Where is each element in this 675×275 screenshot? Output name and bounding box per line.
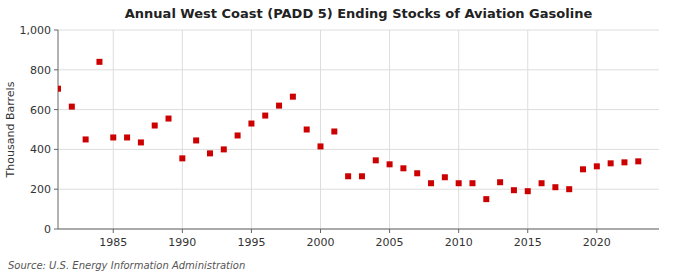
grid-line bbox=[58, 69, 659, 70]
point bbox=[124, 134, 130, 140]
tick-label: 1990 bbox=[168, 236, 196, 249]
grid-line bbox=[527, 30, 528, 229]
point bbox=[345, 173, 351, 179]
point bbox=[248, 121, 254, 127]
tick-label: 200 bbox=[30, 183, 51, 196]
tick-mark bbox=[596, 229, 597, 233]
point bbox=[497, 179, 503, 185]
tick-label: 1995 bbox=[237, 236, 265, 249]
point bbox=[511, 187, 517, 193]
point bbox=[235, 132, 241, 138]
tick-label: 2010 bbox=[445, 236, 473, 249]
point bbox=[262, 113, 268, 119]
tick-label: 1985 bbox=[99, 236, 127, 249]
point bbox=[525, 188, 531, 194]
point bbox=[83, 136, 89, 142]
tick-label: 2000 bbox=[307, 236, 335, 249]
point bbox=[621, 159, 627, 165]
point bbox=[469, 180, 475, 186]
point bbox=[387, 161, 393, 167]
point bbox=[580, 166, 586, 172]
tick-mark bbox=[54, 30, 58, 31]
x-axis-line bbox=[58, 229, 659, 230]
point bbox=[207, 150, 213, 156]
grid-line bbox=[58, 30, 659, 31]
point bbox=[400, 165, 406, 171]
tick-label: 2020 bbox=[583, 236, 611, 249]
point bbox=[442, 174, 448, 180]
grid-line bbox=[58, 109, 659, 110]
point bbox=[359, 173, 365, 179]
point bbox=[58, 86, 61, 92]
tick-mark bbox=[389, 229, 390, 233]
point bbox=[594, 163, 600, 169]
grid-line bbox=[389, 30, 390, 229]
tick-label: 600 bbox=[30, 104, 51, 117]
axes: 0 200 400 600 800 1,000 1985 1990 1995 2000 2005 20… bbox=[20, 24, 660, 249]
point bbox=[96, 59, 102, 65]
point bbox=[428, 180, 434, 186]
grid-line bbox=[320, 30, 321, 229]
point bbox=[304, 127, 310, 133]
point bbox=[110, 134, 116, 140]
tick-label: 0 bbox=[44, 223, 51, 236]
tick-mark bbox=[54, 69, 58, 70]
tick-label: 1,000 bbox=[20, 24, 52, 37]
point bbox=[290, 94, 296, 100]
point bbox=[318, 143, 324, 149]
tick-mark bbox=[182, 229, 183, 233]
point bbox=[552, 184, 558, 190]
y-axis-label: Thousand Barrels bbox=[4, 81, 17, 178]
tick-mark bbox=[54, 229, 58, 230]
grid-line bbox=[58, 149, 659, 150]
tick-label: 400 bbox=[30, 143, 51, 156]
point bbox=[331, 128, 337, 134]
grid-line bbox=[596, 30, 597, 229]
grid bbox=[58, 30, 659, 229]
point bbox=[608, 160, 614, 166]
point bbox=[152, 123, 158, 129]
tick-label: 2015 bbox=[514, 236, 542, 249]
point bbox=[179, 155, 185, 161]
point bbox=[69, 104, 75, 110]
grid-line bbox=[182, 30, 183, 229]
grid-line bbox=[58, 229, 659, 230]
point bbox=[483, 196, 489, 202]
grid-line bbox=[458, 30, 459, 229]
y-axis-line bbox=[58, 30, 59, 229]
point bbox=[456, 180, 462, 186]
tick-mark bbox=[527, 229, 528, 233]
tick-mark bbox=[54, 109, 58, 110]
tick-mark bbox=[54, 189, 58, 190]
point bbox=[539, 180, 545, 186]
tick-mark bbox=[458, 229, 459, 233]
points bbox=[58, 59, 641, 202]
point bbox=[373, 157, 379, 163]
tick-mark bbox=[113, 229, 114, 233]
tick-mark bbox=[54, 149, 58, 150]
source-note: Source: U.S. Energy Information Administ… bbox=[8, 260, 245, 271]
point bbox=[276, 103, 282, 109]
tick-mark bbox=[251, 229, 252, 233]
tick-label: 2005 bbox=[376, 236, 404, 249]
grid-line bbox=[251, 30, 252, 229]
tick-mark bbox=[320, 229, 321, 233]
point bbox=[138, 139, 144, 145]
tick-label: 800 bbox=[30, 64, 51, 77]
point bbox=[166, 116, 172, 122]
title: Annual West Coast (PADD 5) Ending Stocks… bbox=[125, 6, 593, 21]
chart: 0 200 400 600 800 1,000 1985 1990 1995 2000 2005 20… bbox=[0, 0, 675, 275]
grid-line bbox=[113, 30, 114, 229]
point bbox=[414, 170, 420, 176]
point bbox=[193, 137, 199, 143]
point bbox=[221, 146, 227, 152]
point bbox=[566, 186, 572, 192]
point bbox=[635, 158, 641, 164]
